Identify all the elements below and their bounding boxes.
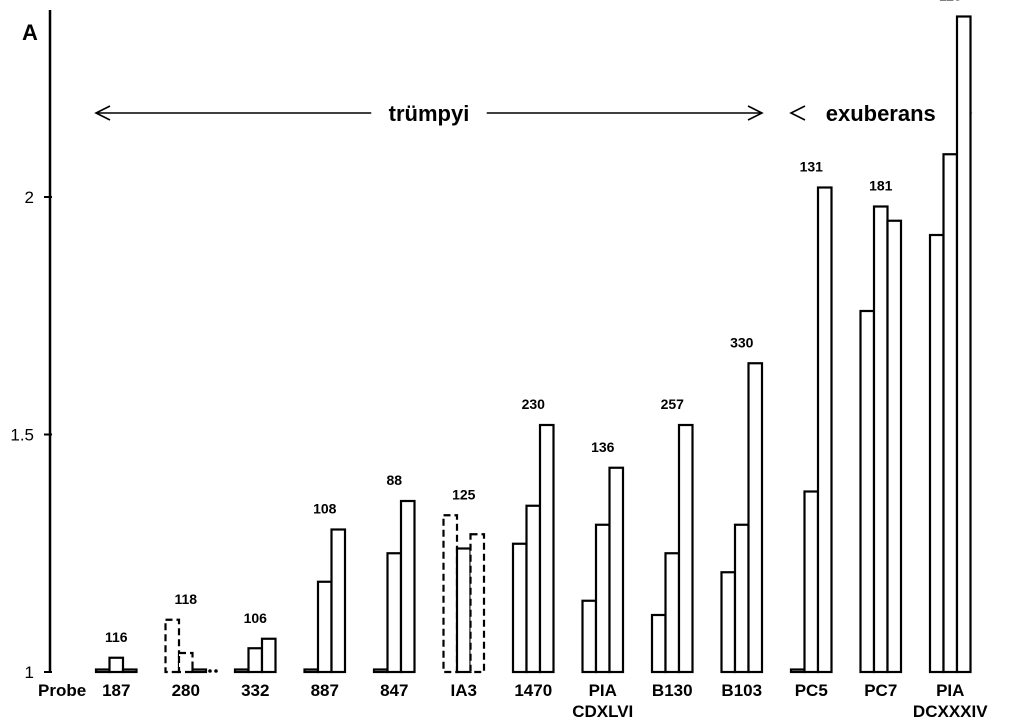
bar (594, 523, 611, 674)
bar (789, 668, 806, 674)
category-label: PC5 (795, 681, 828, 700)
bar (372, 668, 389, 674)
count-label: 230 (522, 396, 546, 412)
count-label: 118 (174, 591, 197, 607)
bar (872, 205, 889, 674)
category-label: PIA (936, 681, 964, 700)
count-labels: 116 118 106 108 88 125 230 136 257 330 131 181 118 (105, 0, 962, 645)
category-label: PC7 (864, 681, 897, 700)
bar (664, 552, 681, 674)
bar (191, 668, 208, 674)
category-label: 280 (172, 681, 200, 700)
group-annotation: exuberans (789, 101, 973, 126)
bar (928, 233, 945, 674)
bar (386, 552, 403, 674)
arrow-head (747, 105, 764, 121)
panel-letter: A (22, 20, 38, 45)
bar (942, 153, 959, 674)
bar (455, 547, 472, 674)
dotted-tail (214, 669, 218, 673)
count-label: 125 (452, 486, 476, 502)
bar (677, 423, 694, 674)
category-label: 187 (102, 681, 130, 700)
count-label: 131 (800, 159, 824, 175)
bar (538, 423, 555, 674)
bar (121, 668, 138, 674)
bar (94, 668, 111, 674)
dotted-tail (208, 669, 212, 673)
category-label: 847 (380, 681, 408, 700)
bar (260, 637, 277, 674)
bar (233, 668, 250, 674)
bar (316, 580, 333, 674)
bar (720, 571, 737, 674)
group-label: trümpyi (389, 101, 470, 126)
count-label: 136 (591, 439, 615, 455)
count-label: 88 (386, 472, 402, 488)
arrow-head (789, 105, 806, 121)
count-label: 108 (313, 501, 337, 517)
count-label: 116 (105, 629, 128, 645)
bar (816, 186, 833, 674)
category-label: 887 (311, 681, 339, 700)
category-label: DCXXXIV (913, 702, 988, 721)
category-label: CDXLVI (572, 702, 633, 721)
count-label: 106 (244, 610, 268, 626)
bar (581, 599, 598, 674)
bar (303, 668, 320, 674)
bar (442, 514, 459, 674)
count-label: 330 (730, 334, 754, 350)
y-tick-label: 1 (25, 663, 34, 682)
category-label: 1470 (514, 681, 552, 700)
bar (177, 651, 194, 674)
bar (955, 15, 972, 674)
x-prefix-label: Probe (38, 681, 86, 700)
category-label: 332 (241, 681, 269, 700)
category-labels: 187 280 332 887 847 IA3 1470 PIA CDXLVI B130 B103 P… (102, 681, 988, 721)
y-ticks: 11.52 (10, 188, 52, 682)
category-label: IA3 (451, 681, 477, 700)
bar (747, 362, 764, 674)
bar (330, 528, 347, 674)
category-label: B103 (721, 681, 762, 700)
count-label: 181 (869, 178, 893, 194)
count-label: 257 (661, 396, 685, 412)
bar (108, 656, 125, 674)
arrow-head (94, 105, 111, 121)
bar (511, 542, 528, 674)
y-tick-label: 2 (25, 188, 34, 207)
bar (803, 490, 820, 674)
bars (94, 15, 972, 674)
group-label: exuberans (826, 101, 936, 126)
bar (247, 647, 264, 674)
bar (886, 219, 903, 674)
bar (399, 499, 416, 674)
bar (525, 504, 542, 674)
category-label: B130 (652, 681, 693, 700)
group-annotations: trümpyi exuberans (94, 101, 973, 126)
group-annotation: trümpyi (94, 101, 764, 126)
bar (469, 533, 486, 674)
bar (608, 466, 625, 674)
bar (733, 523, 750, 674)
count-label: 118 (939, 0, 962, 4)
category-label: PIA (589, 681, 617, 700)
bar (859, 309, 876, 674)
bar (650, 613, 667, 674)
y-tick-label: 1.5 (10, 426, 34, 445)
bar (164, 618, 181, 674)
